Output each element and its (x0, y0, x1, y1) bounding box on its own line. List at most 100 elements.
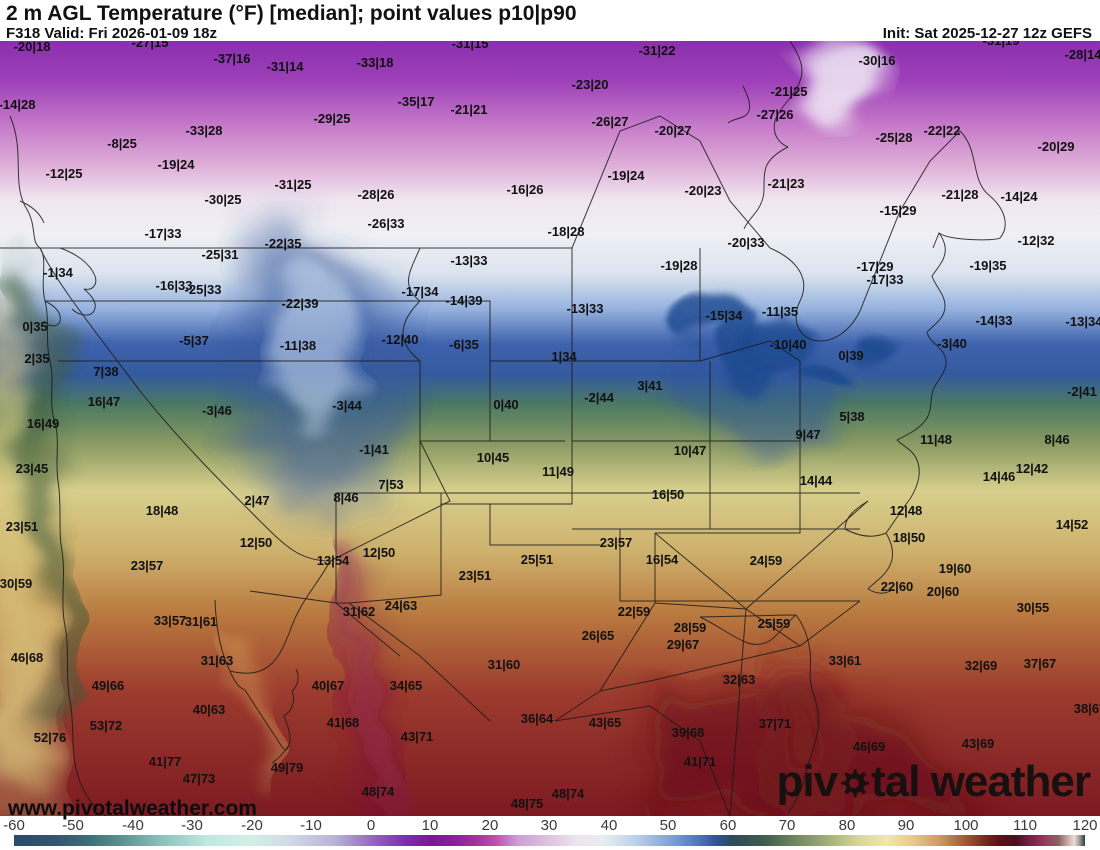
svg-text:-37|16: -37|16 (214, 51, 251, 66)
svg-text:-19|28: -19|28 (661, 258, 698, 273)
svg-text:-22|39: -22|39 (282, 296, 319, 311)
svg-text:30|59: 30|59 (0, 576, 32, 591)
svg-text:-18|28: -18|28 (548, 224, 585, 239)
svg-text:-20|29: -20|29 (1038, 139, 1075, 154)
svg-text:-15|29: -15|29 (880, 203, 917, 218)
svg-text:12|48: 12|48 (890, 503, 923, 518)
svg-text:29|67: 29|67 (667, 637, 700, 652)
svg-text:16|47: 16|47 (88, 394, 121, 409)
svg-text:-30|16: -30|16 (859, 53, 896, 68)
svg-text:26|65: 26|65 (582, 628, 615, 643)
svg-text:-2|41: -2|41 (1067, 384, 1097, 399)
svg-text:-27|15: -27|15 (132, 41, 169, 50)
svg-text:2|47: 2|47 (244, 493, 269, 508)
svg-text:0|35: 0|35 (22, 319, 47, 334)
svg-text:0|39: 0|39 (838, 348, 863, 363)
svg-text:32|63: 32|63 (723, 672, 756, 687)
svg-text:7|53: 7|53 (378, 477, 403, 492)
svg-text:-22|35: -22|35 (265, 236, 302, 251)
svg-text:-25|33: -25|33 (185, 282, 222, 297)
svg-text:46|68: 46|68 (11, 650, 44, 665)
svg-text:3|41: 3|41 (637, 378, 662, 393)
svg-text:-3|40: -3|40 (937, 336, 967, 351)
svg-text:46|69: 46|69 (853, 739, 886, 754)
svg-text:47|73: 47|73 (183, 771, 216, 786)
svg-text:-20|18: -20|18 (14, 41, 51, 54)
svg-text:-33|18: -33|18 (357, 55, 394, 70)
svg-text:-27|26: -27|26 (757, 107, 794, 122)
svg-text:-3|46: -3|46 (202, 403, 232, 418)
svg-text:18|50: 18|50 (893, 530, 926, 545)
svg-text:-29|25: -29|25 (314, 111, 351, 126)
svg-text:40|63: 40|63 (193, 702, 226, 717)
svg-text:48|74: 48|74 (362, 784, 395, 799)
svg-text:-14|24: -14|24 (1001, 189, 1039, 204)
svg-text:7|38: 7|38 (93, 364, 118, 379)
svg-text:-31|22: -31|22 (639, 43, 676, 58)
svg-text:25|59: 25|59 (758, 616, 791, 631)
svg-text:-20|27: -20|27 (655, 123, 692, 138)
svg-text:41|77: 41|77 (149, 754, 182, 769)
svg-text:-19|24: -19|24 (608, 168, 646, 183)
svg-text:36|64: 36|64 (521, 711, 554, 726)
svg-text:18|48: 18|48 (146, 503, 179, 518)
svg-text:22|60: 22|60 (881, 579, 914, 594)
svg-text:38|67: 38|67 (1074, 701, 1100, 716)
svg-text:-21|23: -21|23 (768, 176, 805, 191)
svg-text:-21|25: -21|25 (771, 84, 808, 99)
svg-text:24|63: 24|63 (385, 598, 418, 613)
svg-text:-25|31: -25|31 (202, 247, 239, 262)
svg-text:-17|33: -17|33 (867, 272, 904, 287)
svg-text:8|46: 8|46 (1044, 432, 1069, 447)
svg-text:43|71: 43|71 (401, 729, 434, 744)
svg-text:-21|28: -21|28 (942, 187, 979, 202)
svg-text:-19|35: -19|35 (970, 258, 1007, 273)
svg-text:-20|23: -20|23 (685, 183, 722, 198)
svg-text:-12|40: -12|40 (382, 332, 419, 347)
svg-text:16|49: 16|49 (27, 416, 60, 431)
svg-text:-31|25: -31|25 (275, 177, 312, 192)
svg-text:-17|34: -17|34 (402, 284, 440, 299)
svg-text:1|34: 1|34 (551, 349, 577, 364)
svg-text:24|59: 24|59 (750, 553, 783, 568)
svg-text:-13|33: -13|33 (567, 301, 604, 316)
svg-text:48|75: 48|75 (511, 796, 544, 811)
svg-text:33|57: 33|57 (154, 613, 187, 628)
svg-text:43|65: 43|65 (589, 715, 622, 730)
svg-text:-14|28: -14|28 (0, 97, 35, 112)
svg-text:12|50: 12|50 (363, 545, 396, 560)
svg-text:-33|28: -33|28 (186, 123, 223, 138)
svg-text:-13|33: -13|33 (451, 253, 488, 268)
svg-text:-6|35: -6|35 (449, 337, 479, 352)
svg-text:28|59: 28|59 (674, 620, 707, 635)
svg-text:-31|19: -31|19 (983, 41, 1020, 48)
svg-text:14|44: 14|44 (800, 473, 833, 488)
svg-text:-13|34: -13|34 (1066, 314, 1100, 329)
svg-text:-26|27: -26|27 (592, 114, 629, 129)
svg-text:52|76: 52|76 (34, 730, 67, 745)
svg-text:11|49: 11|49 (542, 464, 574, 479)
svg-text:-8|25: -8|25 (107, 136, 137, 151)
svg-text:12|42: 12|42 (1016, 461, 1049, 476)
svg-text:14|52: 14|52 (1056, 517, 1089, 532)
svg-text:-11|35: -11|35 (762, 304, 798, 319)
svg-text:37|67: 37|67 (1024, 656, 1057, 671)
svg-text:-15|34: -15|34 (706, 308, 744, 323)
svg-text:0|40: 0|40 (493, 397, 518, 412)
svg-text:25|51: 25|51 (521, 552, 554, 567)
svg-text:30|55: 30|55 (1017, 600, 1050, 615)
svg-text:-22|22: -22|22 (924, 123, 961, 138)
svg-text:-12|25: -12|25 (46, 166, 83, 181)
svg-text:49|79: 49|79 (271, 760, 304, 775)
svg-text:31|63: 31|63 (201, 653, 234, 668)
svg-text:-31|15: -31|15 (452, 41, 489, 51)
svg-text:22|59: 22|59 (618, 604, 651, 619)
svg-text:-14|33: -14|33 (976, 313, 1013, 328)
svg-text:39|68: 39|68 (672, 725, 705, 740)
svg-text:-21|21: -21|21 (451, 102, 488, 117)
svg-text:-16|26: -16|26 (507, 182, 544, 197)
svg-text:11|48: 11|48 (920, 432, 952, 447)
svg-text:-20|33: -20|33 (728, 235, 765, 250)
svg-text:14|46: 14|46 (983, 469, 1016, 484)
svg-text:12|50: 12|50 (240, 535, 273, 550)
